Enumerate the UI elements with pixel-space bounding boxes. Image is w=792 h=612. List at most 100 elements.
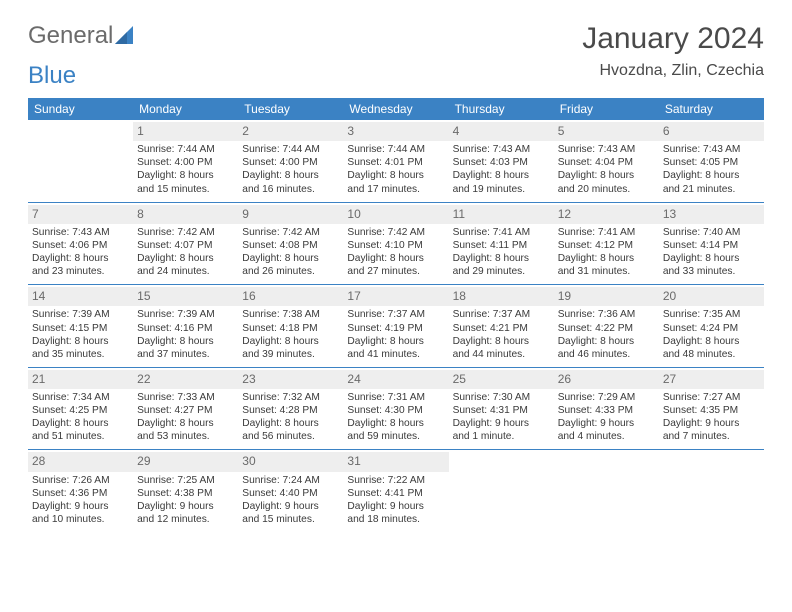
day-cell: 15Sunrise: 7:39 AMSunset: 4:16 PMDayligh…	[133, 285, 238, 368]
daylight-line2: and 53 minutes.	[137, 430, 234, 443]
day-header: Thursday	[449, 98, 554, 120]
daylight-line1: Daylight: 8 hours	[32, 417, 129, 430]
day-cell: .	[449, 450, 554, 532]
day-cell: 14Sunrise: 7:39 AMSunset: 4:15 PMDayligh…	[28, 285, 133, 368]
sunrise: Sunrise: 7:44 AM	[347, 143, 444, 156]
sunset: Sunset: 4:36 PM	[32, 487, 129, 500]
daylight-line2: and 1 minute.	[453, 430, 550, 443]
day-number: 15	[133, 287, 238, 306]
day-cell: 3 Sunrise: 7:44 AMSunset: 4:01 PMDaylight…	[343, 120, 448, 202]
daylight-line1: Daylight: 9 hours	[663, 417, 760, 430]
daylight-line2: and 31 minutes.	[558, 265, 655, 278]
daylight-line2: and 4 minutes.	[558, 430, 655, 443]
week-row: 14Sunrise: 7:39 AMSunset: 4:15 PMDayligh…	[28, 285, 764, 368]
day-cell: 12Sunrise: 7:41 AMSunset: 4:12 PMDayligh…	[554, 202, 659, 285]
title-block: January 2024 Hvozdna, Zlin, Czechia	[582, 22, 764, 80]
week-row: .1Sunrise: 7:44 AMSunset: 4:00 PMDayligh…	[28, 120, 764, 202]
daylight-line2: and 18 minutes.	[347, 513, 444, 526]
sunset: Sunset: 4:00 PM	[242, 156, 339, 169]
daylight-line1: Daylight: 8 hours	[32, 335, 129, 348]
day-cell: 30Sunrise: 7:24 AMSunset: 4:40 PMDayligh…	[238, 450, 343, 532]
day-number: 5	[554, 122, 659, 141]
sunrise: Sunrise: 7:25 AM	[137, 474, 234, 487]
sunset: Sunset: 4:15 PM	[32, 322, 129, 335]
day-cell: 4Sunrise: 7:43 AMSunset: 4:03 PMDaylight…	[449, 120, 554, 202]
daylight-line2: and 12 minutes.	[137, 513, 234, 526]
sunrise: Sunrise: 7:36 AM	[558, 308, 655, 321]
sunset: Sunset: 4:12 PM	[558, 239, 655, 252]
day-number: 8	[133, 205, 238, 224]
day-cell: 5Sunrise: 7:43 AMSunset: 4:04 PMDaylight…	[554, 120, 659, 202]
sunset: Sunset: 4:35 PM	[663, 404, 760, 417]
sunset: Sunset: 4:41 PM	[347, 487, 444, 500]
logo-word1: General	[28, 22, 113, 50]
daylight-line2: and 20 minutes.	[558, 183, 655, 196]
sunrise: Sunrise: 7:27 AM	[663, 391, 760, 404]
sunset: Sunset: 4:25 PM	[32, 404, 129, 417]
day-header: Sunday	[28, 98, 133, 120]
sunset: Sunset: 4:08 PM	[242, 239, 339, 252]
sunset: Sunset: 4:21 PM	[453, 322, 550, 335]
daylight-line1: Daylight: 8 hours	[137, 335, 234, 348]
day-number: 22	[133, 370, 238, 389]
page-title: January 2024	[582, 22, 764, 56]
daylight-line2: and 46 minutes.	[558, 348, 655, 361]
day-cell: 26Sunrise: 7:29 AMSunset: 4:33 PMDayligh…	[554, 367, 659, 450]
daylight-line2: and 37 minutes.	[137, 348, 234, 361]
daylight-line2: and 23 minutes.	[32, 265, 129, 278]
day-cell: 1 Sunrise: 7:44 AMSunset: 4:00 PMDaylight…	[133, 120, 238, 202]
week-row: 7Sunrise: 7:43 AMSunset: 4:06 PMDaylight…	[28, 202, 764, 285]
daylight-line2: and 29 minutes.	[453, 265, 550, 278]
daylight-line1: Daylight: 8 hours	[453, 169, 550, 182]
daylight-line1: Daylight: 9 hours	[347, 500, 444, 513]
daylight-line1: Daylight: 8 hours	[137, 417, 234, 430]
calendar-table: SundayMondayTuesdayWednesdayThursdayFrid…	[28, 98, 764, 532]
sunset: Sunset: 4:22 PM	[558, 322, 655, 335]
sunrise: Sunrise: 7:43 AM	[558, 143, 655, 156]
day-number: 3	[343, 122, 448, 141]
day-number: 13	[659, 205, 764, 224]
day-number: 4	[449, 122, 554, 141]
day-cell: 18Sunrise: 7:37 AMSunset: 4:21 PMDayligh…	[449, 285, 554, 368]
daylight-line1: Daylight: 8 hours	[137, 169, 234, 182]
sunrise: Sunrise: 7:30 AM	[453, 391, 550, 404]
daylight-line2: and 33 minutes.	[663, 265, 760, 278]
day-number: 1	[133, 122, 238, 141]
daylight-line1: Daylight: 9 hours	[558, 417, 655, 430]
day-number: 29	[133, 452, 238, 471]
sunset: Sunset: 4:01 PM	[347, 156, 444, 169]
daylight-line1: Daylight: 8 hours	[32, 252, 129, 265]
day-number: 16	[238, 287, 343, 306]
sunset: Sunset: 4:38 PM	[137, 487, 234, 500]
daylight-line1: Daylight: 8 hours	[242, 335, 339, 348]
sunrise: Sunrise: 7:43 AM	[32, 226, 129, 239]
sunrise: Sunrise: 7:44 AM	[137, 143, 234, 156]
sunrise: Sunrise: 7:22 AM	[347, 474, 444, 487]
daylight-line1: Daylight: 8 hours	[347, 252, 444, 265]
sunset: Sunset: 4:10 PM	[347, 239, 444, 252]
day-cell: 8Sunrise: 7:42 AMSunset: 4:07 PMDaylight…	[133, 202, 238, 285]
daylight-line1: Daylight: 8 hours	[137, 252, 234, 265]
daylight-line1: Daylight: 9 hours	[137, 500, 234, 513]
daylight-line1: Daylight: 9 hours	[453, 417, 550, 430]
sunrise: Sunrise: 7:42 AM	[137, 226, 234, 239]
sunset: Sunset: 4:40 PM	[242, 487, 339, 500]
sunrise: Sunrise: 7:34 AM	[32, 391, 129, 404]
daylight-line2: and 21 minutes.	[663, 183, 760, 196]
sunset: Sunset: 4:27 PM	[137, 404, 234, 417]
sunrise: Sunrise: 7:42 AM	[242, 226, 339, 239]
daylight-line1: Daylight: 8 hours	[347, 417, 444, 430]
day-number: 18	[449, 287, 554, 306]
sunset: Sunset: 4:06 PM	[32, 239, 129, 252]
daylight-line1: Daylight: 8 hours	[347, 169, 444, 182]
day-number: 28	[28, 452, 133, 471]
sunset: Sunset: 4:00 PM	[137, 156, 234, 169]
day-header: Saturday	[659, 98, 764, 120]
daylight-line2: and 35 minutes.	[32, 348, 129, 361]
day-cell: 20Sunrise: 7:35 AMSunset: 4:24 PMDayligh…	[659, 285, 764, 368]
day-cell: 19Sunrise: 7:36 AMSunset: 4:22 PMDayligh…	[554, 285, 659, 368]
sunset: Sunset: 4:19 PM	[347, 322, 444, 335]
daylight-line1: Daylight: 8 hours	[242, 169, 339, 182]
day-number: 6	[659, 122, 764, 141]
daylight-line2: and 51 minutes.	[32, 430, 129, 443]
